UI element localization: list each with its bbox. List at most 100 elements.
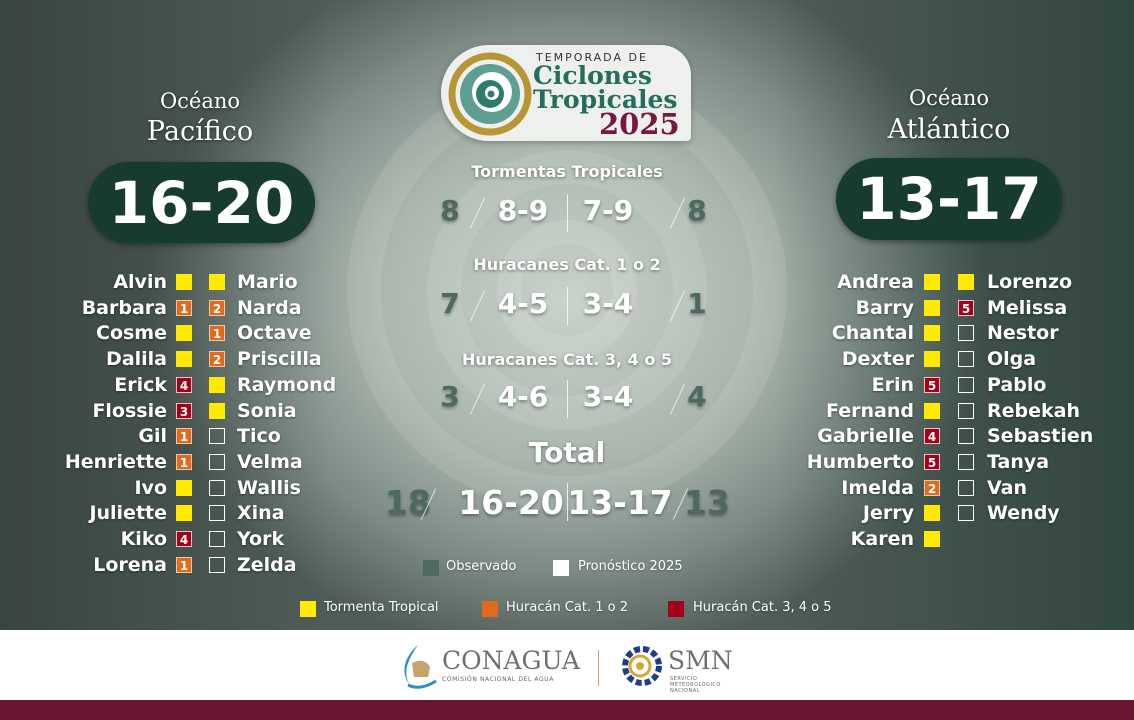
storm-row: Lorenzo: [0, 270, 1134, 294]
storm-row: Jerry: [0, 501, 1134, 525]
storm-row: Tanya: [0, 450, 1134, 474]
smn-name: SMN: [668, 646, 733, 675]
storm-category-box: 1: [176, 556, 192, 573]
summary-heading: Total: [528, 436, 606, 469]
storm-row: Rebekah: [0, 399, 1134, 423]
storm-row: Pablo: [0, 373, 1134, 397]
tropical-storm-legend-label: Tormenta Tropical: [324, 600, 439, 615]
storm-category-box: 5: [924, 376, 940, 393]
conagua-subtitle: COMISIÓN NACIONAL DEL AGUA: [442, 676, 554, 683]
observed-value: 3: [440, 380, 460, 413]
logo-line2: Ciclones: [533, 61, 652, 90]
storm-category-box: 2: [209, 351, 225, 368]
storm-row: Mario: [0, 270, 1134, 294]
storm-category-box: [209, 531, 225, 547]
storm-row: Dexter: [0, 347, 1134, 371]
storm-category-box: [958, 453, 974, 470]
forecast-value: 8-9: [497, 194, 549, 227]
storm-category-box: 1: [176, 428, 192, 445]
pacific-label-small: Océano: [159, 89, 241, 113]
observed-value: 4: [687, 380, 707, 413]
pacific-label-big: Pacífico: [146, 116, 254, 147]
storm-row: Juliette: [0, 501, 1134, 525]
storm-row: Octave 1: [0, 321, 1134, 345]
storm-category-box: [958, 351, 974, 368]
storm-name: Wendy: [987, 502, 1060, 525]
summary-heading: Huracanes Cat. 3, 4 o 5: [461, 350, 673, 369]
logo-year: 2025: [599, 107, 680, 141]
storm-name: Erick: [114, 373, 167, 396]
storm-name: Erin: [871, 373, 914, 396]
forecast-value: 16-20: [458, 483, 564, 522]
storm-name: Humberto: [806, 450, 914, 473]
storm-name: Narda: [237, 296, 302, 319]
storm-name: Pablo: [987, 373, 1047, 396]
storm-category-box: [209, 453, 225, 470]
atlantic-label-big: Atlántico: [887, 114, 1011, 145]
storm-row: Chantal: [0, 321, 1134, 345]
hurricane-cat345-legend-label: Huracán Cat. 3, 4 o 5: [693, 600, 832, 615]
observed-value: 13: [684, 483, 730, 522]
storm-name: Barbara: [81, 296, 167, 319]
observed-legend-label: Observado: [446, 559, 517, 574]
storm-row: Sonia: [0, 399, 1134, 423]
storm-category-box: [958, 428, 974, 445]
footer-divider: [598, 650, 599, 686]
storm-name: Andrea: [837, 271, 914, 293]
storm-category-box: [958, 274, 974, 290]
storm-name: Dexter: [841, 348, 914, 371]
storm-category-box: [176, 274, 192, 290]
storm-category-box: [924, 531, 940, 547]
forecast-swatch: [553, 560, 569, 576]
storm-name: Mario: [237, 271, 298, 293]
atlantic-forecast: 13-17: [836, 158, 1062, 240]
vertical-divider: [567, 380, 568, 418]
storm-category-box: [924, 299, 940, 316]
pacific-forecast: 16-20: [88, 162, 315, 243]
storm-category-box: 1: [176, 299, 192, 316]
storm-row: Van: [0, 476, 1134, 500]
forecast-value: 7-9: [582, 194, 634, 227]
hurricane-cat12-swatch: [482, 601, 498, 617]
storm-row: Gabrielle 4: [0, 424, 1134, 448]
storm-category-box: 1: [209, 325, 225, 342]
storm-name: Lorena: [93, 553, 167, 576]
storm-row: Olga: [0, 347, 1134, 371]
storm-name: Kiko: [120, 528, 167, 550]
storm-category-box: [209, 402, 225, 419]
observed-value: 8: [440, 194, 460, 227]
storm-category-box: 3: [176, 402, 192, 419]
storm-category-box: 4: [176, 531, 192, 547]
storm-row: Zelda: [0, 553, 1134, 577]
storm-category-box: [924, 351, 940, 368]
storm-name: Sonia: [237, 399, 297, 422]
storm-row: Flossie 3: [0, 399, 1134, 423]
storm-row: Raymond: [0, 373, 1134, 397]
storm-name: Melissa: [987, 296, 1068, 319]
observed-value: 1: [687, 287, 707, 320]
season-logo: TEMPORADA DE Ciclones Tropicales 2025: [441, 45, 691, 141]
forecast-value: 4-5: [497, 287, 549, 320]
storm-name: Cosme: [96, 322, 167, 345]
storm-category-box: [958, 402, 974, 419]
storm-name: Chantal: [831, 322, 914, 345]
storm-name: Henriette: [64, 450, 167, 473]
storm-row: Nestor: [0, 321, 1134, 345]
storm-row: Ivo: [0, 476, 1134, 500]
storm-category-box: 2: [209, 299, 225, 316]
storm-row: York: [0, 527, 1134, 551]
storm-row: Tico: [0, 424, 1134, 448]
storm-name: Wallis: [237, 476, 301, 499]
storm-name: Nestor: [987, 322, 1059, 345]
vertical-divider: [567, 287, 568, 325]
observed-swatch: [423, 560, 439, 576]
smn-subtitle: SERVICIO METEOROLÓGICO NACIONAL: [670, 676, 721, 694]
tropical-storm-swatch: [300, 601, 316, 617]
forecast-legend-label: Pronóstico 2025: [578, 559, 683, 574]
storm-row: Barbara 1: [0, 296, 1134, 320]
storm-name: Sebastien: [987, 425, 1094, 448]
storm-row: Dalila: [0, 347, 1134, 371]
observed-value: 8: [687, 194, 707, 227]
storm-row: Xina: [0, 501, 1134, 525]
storm-row: Humberto 5: [0, 450, 1134, 474]
